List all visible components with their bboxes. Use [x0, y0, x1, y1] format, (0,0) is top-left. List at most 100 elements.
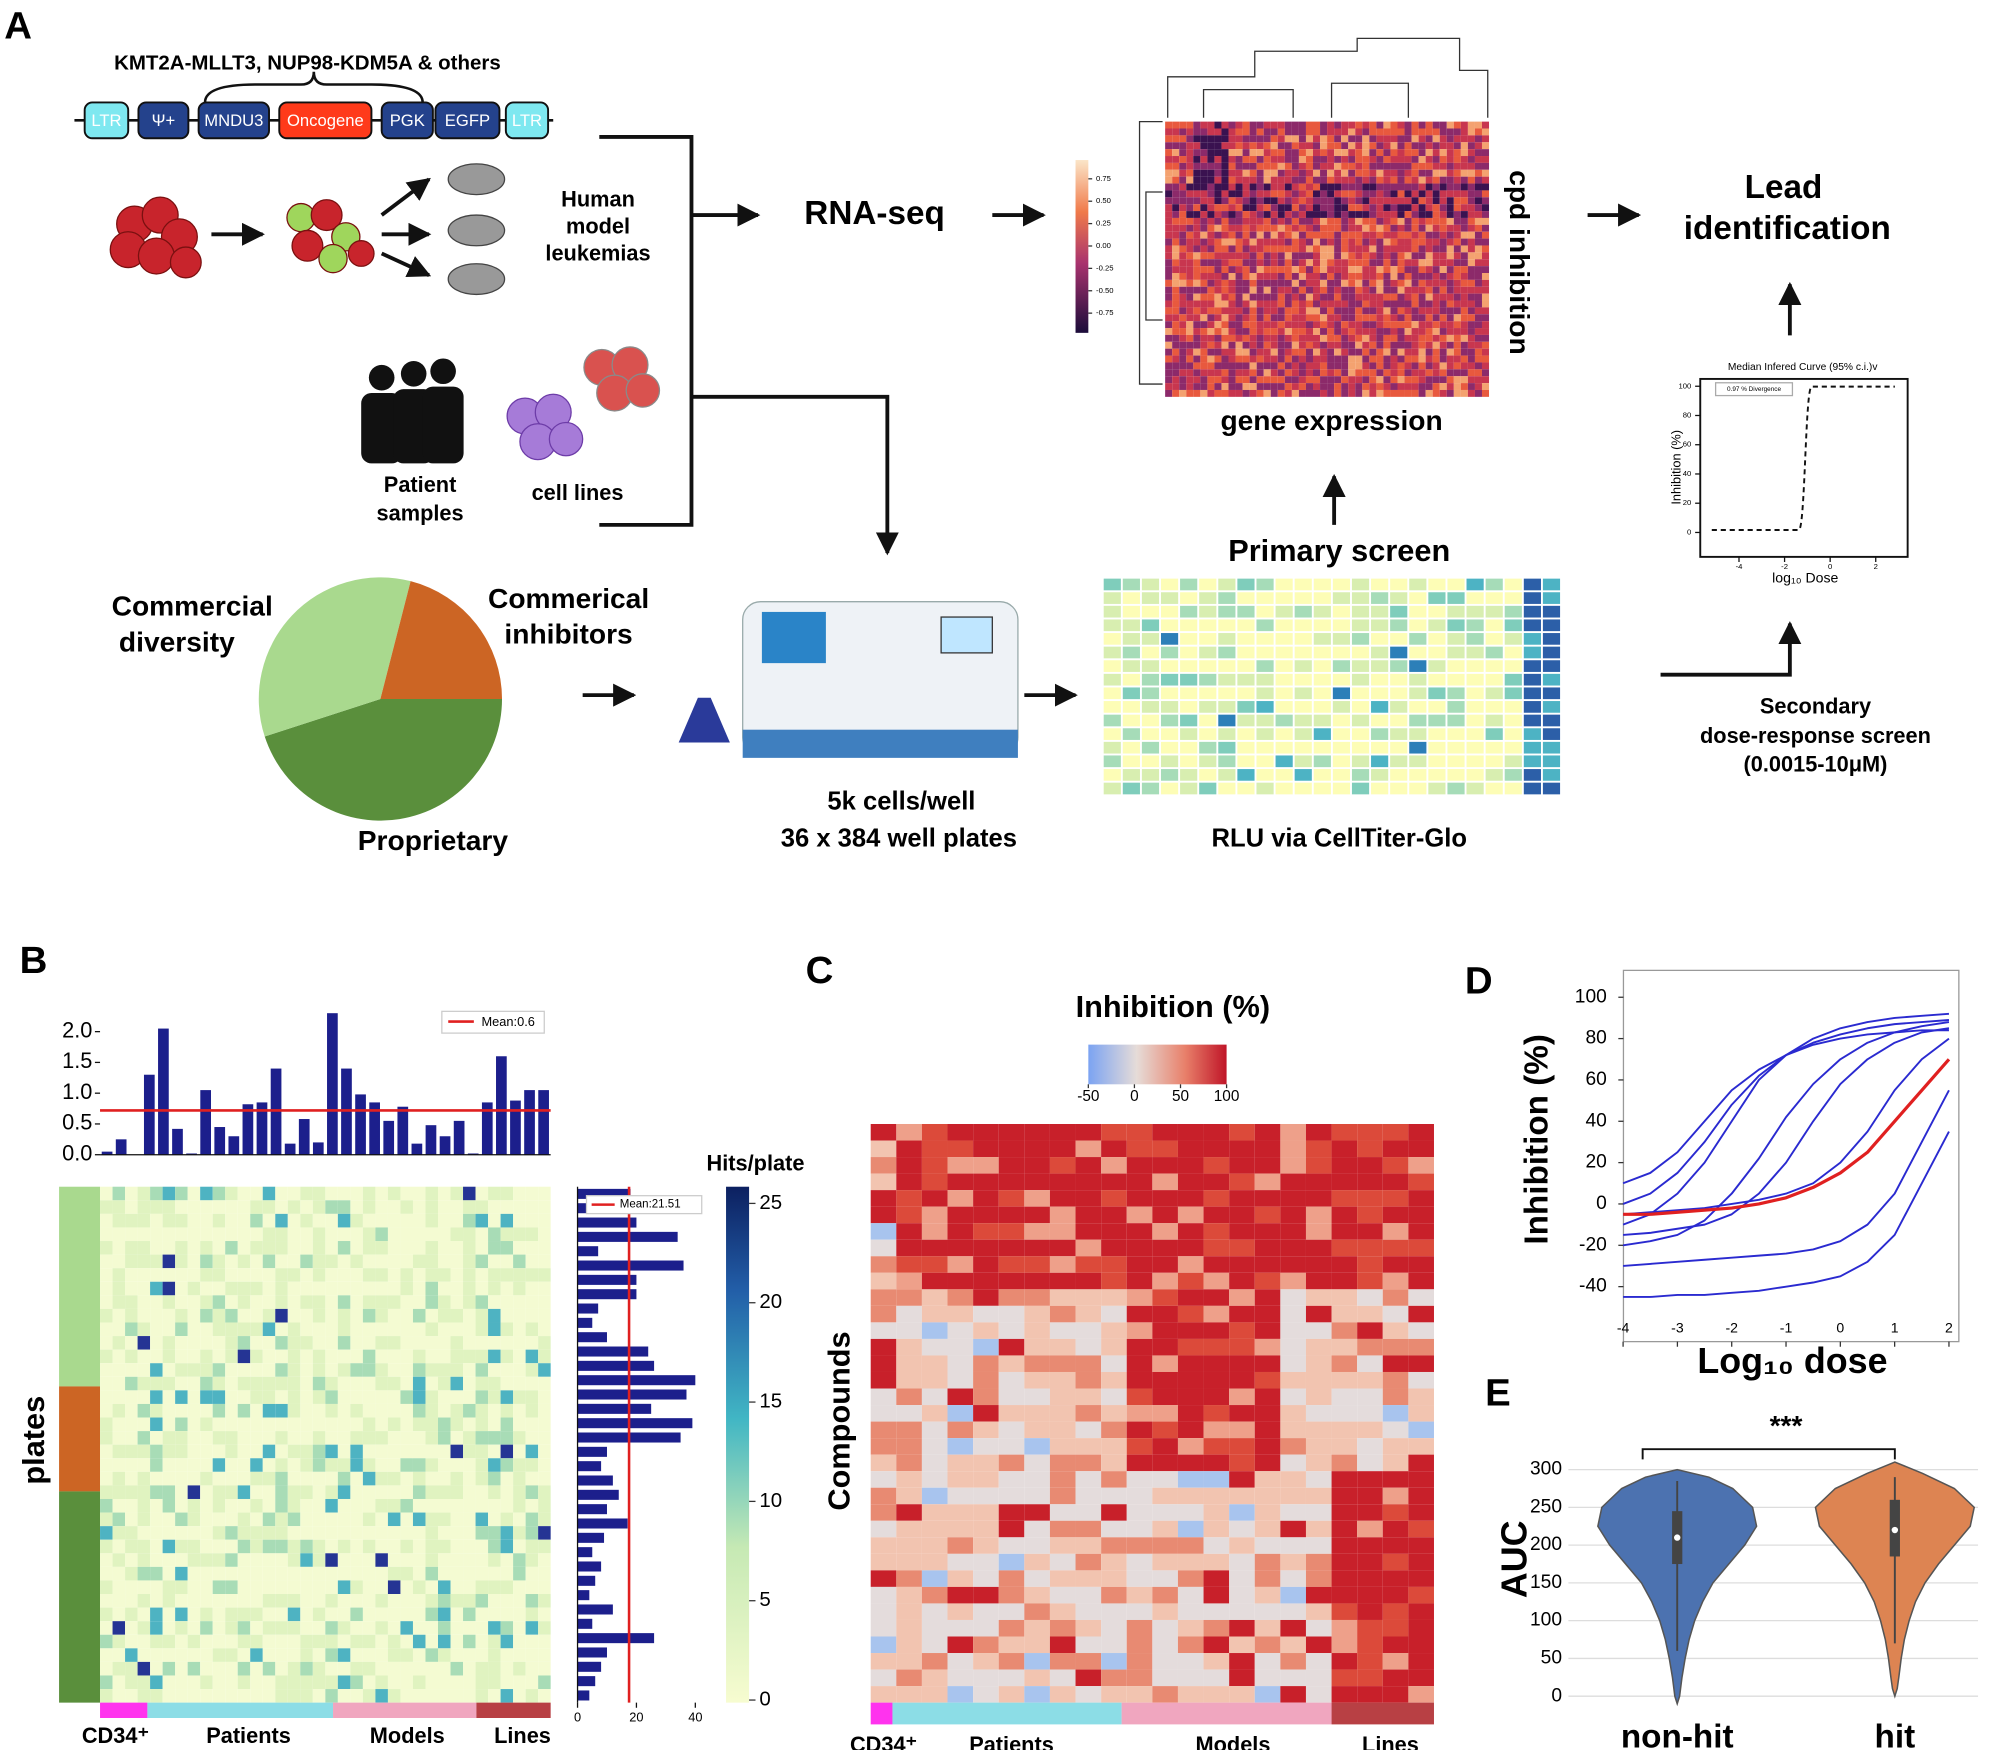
heatmap-cell	[275, 1498, 288, 1513]
heatmap-cell	[1467, 224, 1475, 232]
heatmap-cell	[438, 1580, 451, 1595]
bar	[577, 1246, 599, 1257]
heatmap-cell	[1242, 211, 1250, 218]
heatmap-cell	[1425, 321, 1433, 329]
heatmap-cell	[1049, 1123, 1076, 1141]
heatmap-cell	[1294, 673, 1312, 686]
heatmap-cell	[1446, 121, 1454, 129]
heatmap-cell	[1397, 204, 1405, 212]
heatmap-cell	[237, 1661, 251, 1676]
construct-box	[434, 101, 501, 140]
heatmap-cell	[1203, 1570, 1230, 1587]
heatmap-cell	[973, 1520, 999, 1538]
heatmap-cell	[1481, 238, 1490, 246]
heatmap-cell	[1369, 328, 1377, 335]
heatmap-cell	[1221, 389, 1229, 397]
heatmap-cell	[412, 1458, 426, 1472]
heatmap-cell	[1249, 300, 1257, 308]
heatmap-cell	[125, 1295, 138, 1309]
heatmap-cell	[896, 1520, 922, 1538]
heatmap-cell	[1024, 1190, 1050, 1207]
heatmap-cell	[1177, 1305, 1204, 1323]
heatmap-cell	[1481, 121, 1490, 129]
heatmap-cell	[1362, 197, 1370, 205]
heatmap-cell	[1390, 300, 1398, 308]
heatmap-cell	[1305, 156, 1314, 163]
heatmap-cell	[475, 1526, 489, 1540]
heatmap-cell	[463, 1512, 476, 1527]
heatmap-cell	[1256, 307, 1264, 315]
heatmap-cell	[1049, 1421, 1076, 1439]
heatmap-cell	[973, 1256, 999, 1273]
heatmap-cell	[1186, 162, 1194, 170]
heatmap-cell	[1382, 1553, 1409, 1571]
heatmap-cell	[275, 1295, 288, 1309]
heatmap-cell	[947, 1206, 974, 1224]
heatmap-cell	[1203, 1157, 1230, 1174]
heatmap-cell	[1214, 376, 1222, 384]
heatmap-cell	[112, 1444, 126, 1459]
heatmap-cell	[1203, 1487, 1230, 1505]
heatmap-cell	[921, 1173, 948, 1191]
heatmap-cell	[1228, 135, 1236, 143]
heatmap-cell	[1542, 592, 1561, 604]
heatmap-cell	[1466, 687, 1484, 700]
heatmap-cell	[1160, 673, 1179, 686]
heatmap-cell	[1466, 755, 1484, 768]
heatmap-cell	[1404, 334, 1412, 342]
heatmap-cell	[1467, 183, 1475, 191]
heatmap-cell	[1172, 231, 1180, 239]
heatmap-cell	[1203, 1520, 1230, 1538]
heatmap-cell	[375, 1444, 388, 1459]
heatmap-cell	[1397, 190, 1405, 198]
heatmap-cell	[1327, 183, 1335, 191]
heatmap-cell	[1177, 1123, 1204, 1141]
label: 5k cells/well	[827, 787, 975, 815]
heatmap-cell	[1439, 286, 1447, 294]
heatmap-cell	[1453, 217, 1461, 225]
heatmap-cell	[1193, 231, 1201, 239]
plate-group	[59, 1186, 101, 1387]
heatmap-cell	[1177, 1669, 1204, 1687]
heatmap-cell	[1313, 307, 1321, 315]
heatmap-cell	[1270, 293, 1278, 301]
curve	[1622, 1029, 1949, 1185]
heatmap-cell	[1481, 369, 1490, 377]
heatmap-cell	[1432, 190, 1440, 198]
heatmap-cell	[325, 1661, 338, 1676]
heatmap-cell	[1348, 328, 1356, 335]
heatmap-cell	[112, 1390, 126, 1404]
heatmap-cell	[1280, 1123, 1306, 1141]
heatmap-cell	[1432, 211, 1440, 218]
heatmap-cell	[1481, 348, 1490, 356]
heatmap-cell	[1341, 142, 1349, 150]
heatmap-cell	[475, 1580, 489, 1595]
heatmap-cell	[921, 1322, 948, 1339]
heatmap-cell	[513, 1526, 526, 1540]
heatmap-cell	[1126, 1173, 1153, 1191]
heatmap-cell	[973, 1438, 999, 1455]
heatmap-cell	[1376, 266, 1384, 273]
heatmap-cell	[438, 1431, 451, 1445]
heatmap-cell	[1024, 1256, 1050, 1273]
heatmap-cell	[1172, 238, 1180, 246]
heatmap-cell	[998, 1140, 1025, 1158]
heatmap-cell	[1179, 266, 1187, 273]
heatmap-cell	[1485, 633, 1503, 645]
heatmap-cell	[1165, 321, 1173, 329]
heatmap-cell	[1242, 176, 1250, 184]
heatmap-cell	[1277, 245, 1285, 253]
heatmap-cell	[1357, 1123, 1383, 1141]
heatmap-cell	[275, 1485, 288, 1499]
heatmap-cell	[1331, 1338, 1358, 1356]
heatmap-cell	[1263, 321, 1271, 329]
heatmap-cell	[312, 1471, 326, 1486]
heatmap-cell	[1199, 605, 1217, 618]
heatmap-cell	[1404, 197, 1412, 205]
heatmap-cell	[1331, 1305, 1358, 1323]
heatmap-cell	[1179, 245, 1187, 253]
heatmap-cell	[921, 1537, 948, 1554]
heatmap-cell	[1270, 272, 1278, 280]
heatmap-cell	[1376, 142, 1384, 150]
heatmap-cell	[1235, 272, 1243, 280]
